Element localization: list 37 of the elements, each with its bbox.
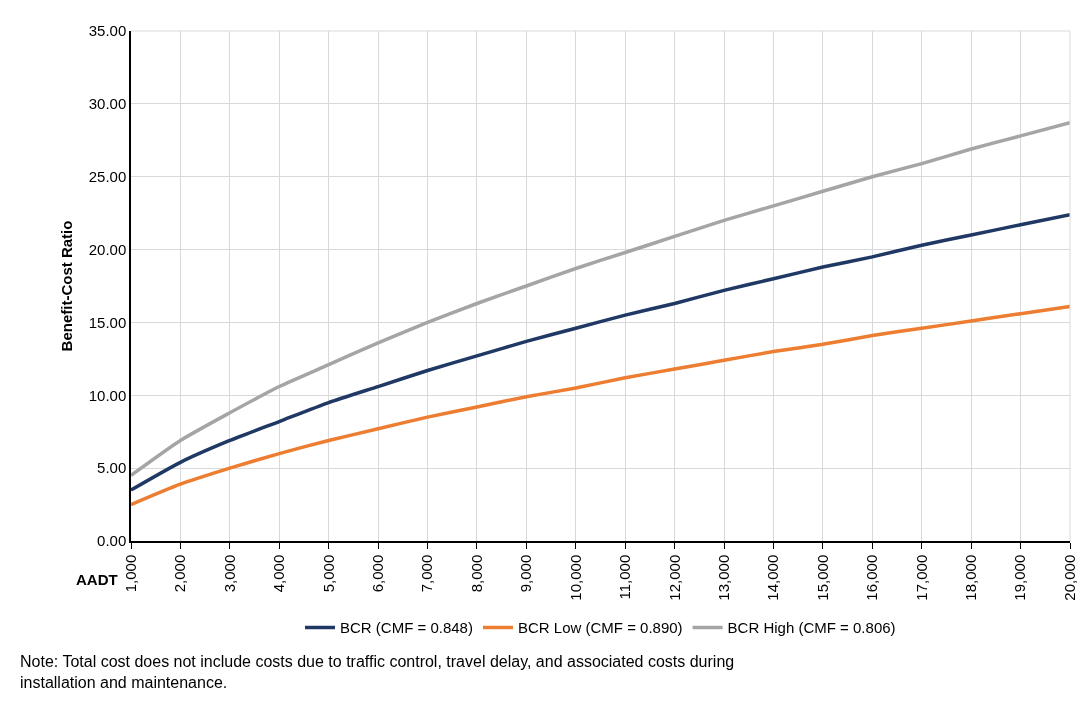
legend-label: BCR (CMF = 0.848) bbox=[340, 619, 473, 637]
x-tick-label: 2,000 bbox=[171, 554, 189, 593]
x-tick-label: 18,000 bbox=[962, 554, 980, 601]
y-tick-label: 0.00 bbox=[97, 532, 127, 550]
y-tick-label: 10.00 bbox=[88, 386, 127, 404]
y-tick-label: 30.00 bbox=[88, 95, 127, 113]
y-axis-title: Benefit-Cost Ratio bbox=[58, 220, 76, 352]
x-tick-label: 17,000 bbox=[912, 554, 930, 601]
x-tick-label: 13,000 bbox=[714, 554, 732, 601]
x-tick-label: 6,000 bbox=[368, 554, 386, 593]
y-tick-label: 15.00 bbox=[88, 313, 127, 331]
y-tick-label: 25.00 bbox=[88, 167, 127, 185]
y-tick-label: 5.00 bbox=[97, 459, 127, 477]
x-tick-label: 20,000 bbox=[1060, 554, 1078, 601]
x-tick-label: 5,000 bbox=[319, 554, 337, 593]
line-series bbox=[131, 212, 1070, 492]
x-tick-label: 19,000 bbox=[1011, 554, 1029, 601]
x-tick-label: 15,000 bbox=[813, 554, 831, 601]
x-tick-label: 7,000 bbox=[418, 554, 436, 593]
legend-label: BCR High (CMF = 0.806) bbox=[727, 619, 896, 637]
legend-label: BCR Low (CMF = 0.890) bbox=[517, 619, 683, 637]
x-tick-label: 4,000 bbox=[270, 554, 288, 593]
x-tick-label: 10,000 bbox=[566, 554, 584, 601]
x-tick-label: 12,000 bbox=[665, 554, 683, 601]
y-tick-label: 35.00 bbox=[88, 22, 127, 40]
y-tick-label: 20.00 bbox=[88, 240, 127, 258]
x-tick-label: 11,000 bbox=[616, 554, 634, 600]
x-tick-label: 16,000 bbox=[863, 554, 881, 601]
text: Note: Total cost does not include costs due to traffic control, travel delay, and associated costs during installation and maintenance. bbox=[20, 653, 735, 691]
x-axis-title: AADT bbox=[76, 571, 118, 588]
x-tick-label: 3,000 bbox=[220, 554, 238, 593]
line-series bbox=[131, 121, 1070, 478]
x-tick-label: 9,000 bbox=[517, 554, 535, 593]
x-tick-label: 14,000 bbox=[764, 554, 782, 601]
x-tick-label: 8,000 bbox=[467, 554, 485, 593]
line-series bbox=[131, 304, 1070, 507]
x-tick-label: 1,000 bbox=[121, 554, 139, 593]
